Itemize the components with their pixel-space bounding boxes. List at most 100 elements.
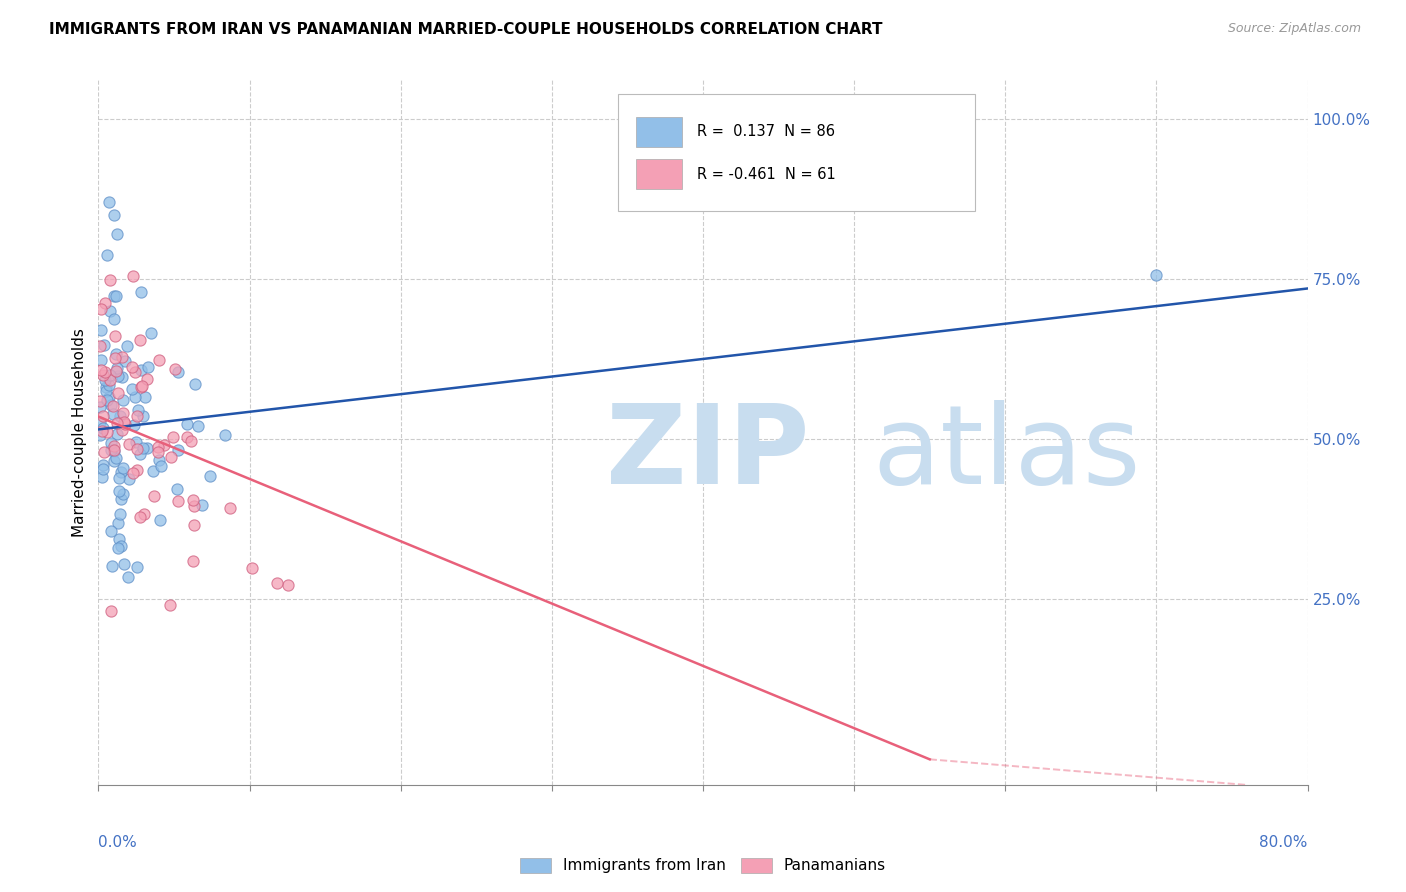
Point (112, 415, 135, 429)
Point (110, 491, 132, 506)
Point (176, 417, 198, 431)
Point (124, 390, 146, 404)
Point (129, 334, 152, 348)
Point (101, 399, 124, 413)
Point (89, 393, 111, 408)
Point (118, 437, 141, 451)
Point (100, 524, 122, 539)
Point (107, 417, 129, 431)
Point (103, 444, 125, 458)
FancyBboxPatch shape (637, 159, 682, 189)
Point (108, 409, 131, 423)
Point (128, 447, 150, 461)
Point (219, 500, 242, 515)
Point (121, 359, 143, 374)
Point (187, 419, 209, 434)
Point (101, 407, 124, 421)
Point (125, 434, 148, 449)
Point (110, 350, 132, 364)
Text: 0.0%: 0.0% (98, 836, 138, 850)
Point (90, 353, 112, 368)
Point (167, 365, 190, 379)
Point (141, 326, 163, 340)
Point (108, 471, 131, 485)
Point (159, 598, 181, 612)
Point (105, 361, 128, 376)
Point (91, 409, 114, 424)
Point (93, 338, 115, 352)
Point (277, 578, 299, 592)
Point (89, 428, 111, 442)
Point (98, 273, 121, 287)
Point (107, 385, 129, 400)
Point (110, 465, 132, 479)
Point (125, 442, 148, 457)
Y-axis label: Married-couple Households: Married-couple Households (72, 328, 87, 537)
Point (108, 507, 131, 521)
Point (129, 510, 152, 524)
Point (89, 339, 111, 353)
Point (114, 353, 136, 368)
Point (91, 458, 114, 473)
Point (152, 438, 174, 452)
Point (105, 289, 128, 303)
Point (103, 289, 125, 303)
Point (98, 304, 121, 318)
Point (94, 296, 117, 310)
Point (136, 360, 159, 375)
Point (112, 557, 135, 571)
Point (149, 513, 172, 527)
Point (107, 368, 129, 383)
Point (129, 380, 152, 394)
Point (131, 379, 153, 393)
Point (91, 425, 114, 439)
Point (104, 364, 127, 378)
Point (146, 440, 169, 454)
Text: R = -0.461  N = 61: R = -0.461 N = 61 (697, 167, 835, 181)
Point (103, 442, 125, 457)
Point (134, 390, 156, 404)
Point (136, 441, 159, 455)
Point (112, 487, 135, 501)
Point (104, 351, 127, 366)
Point (105, 451, 128, 466)
Point (176, 430, 198, 444)
Point (121, 382, 143, 396)
Point (98, 194, 121, 209)
Point (89, 401, 111, 415)
Point (105, 426, 128, 441)
Point (181, 554, 204, 568)
Point (150, 458, 173, 473)
Point (103, 311, 125, 326)
Point (125, 463, 148, 477)
Point (98, 378, 121, 392)
Point (143, 489, 166, 503)
Point (112, 460, 135, 475)
Point (100, 442, 122, 457)
FancyBboxPatch shape (637, 117, 682, 146)
Point (118, 472, 141, 486)
Point (115, 339, 138, 353)
Point (198, 468, 221, 483)
Point (111, 423, 134, 437)
Point (166, 482, 188, 496)
Point (89, 416, 111, 430)
Text: atlas: atlas (872, 401, 1140, 508)
Point (103, 208, 125, 222)
Point (183, 499, 205, 513)
Point (240, 560, 263, 574)
Point (184, 377, 207, 392)
Point (148, 352, 170, 367)
Point (90, 363, 112, 377)
Point (105, 347, 128, 361)
Point (100, 603, 122, 617)
Point (90, 301, 112, 316)
Point (110, 370, 132, 384)
Point (108, 532, 131, 546)
Point (100, 373, 122, 387)
Point (103, 454, 125, 468)
Point (125, 560, 148, 574)
Point (91, 421, 114, 435)
Point (103, 439, 125, 453)
Point (112, 405, 135, 419)
